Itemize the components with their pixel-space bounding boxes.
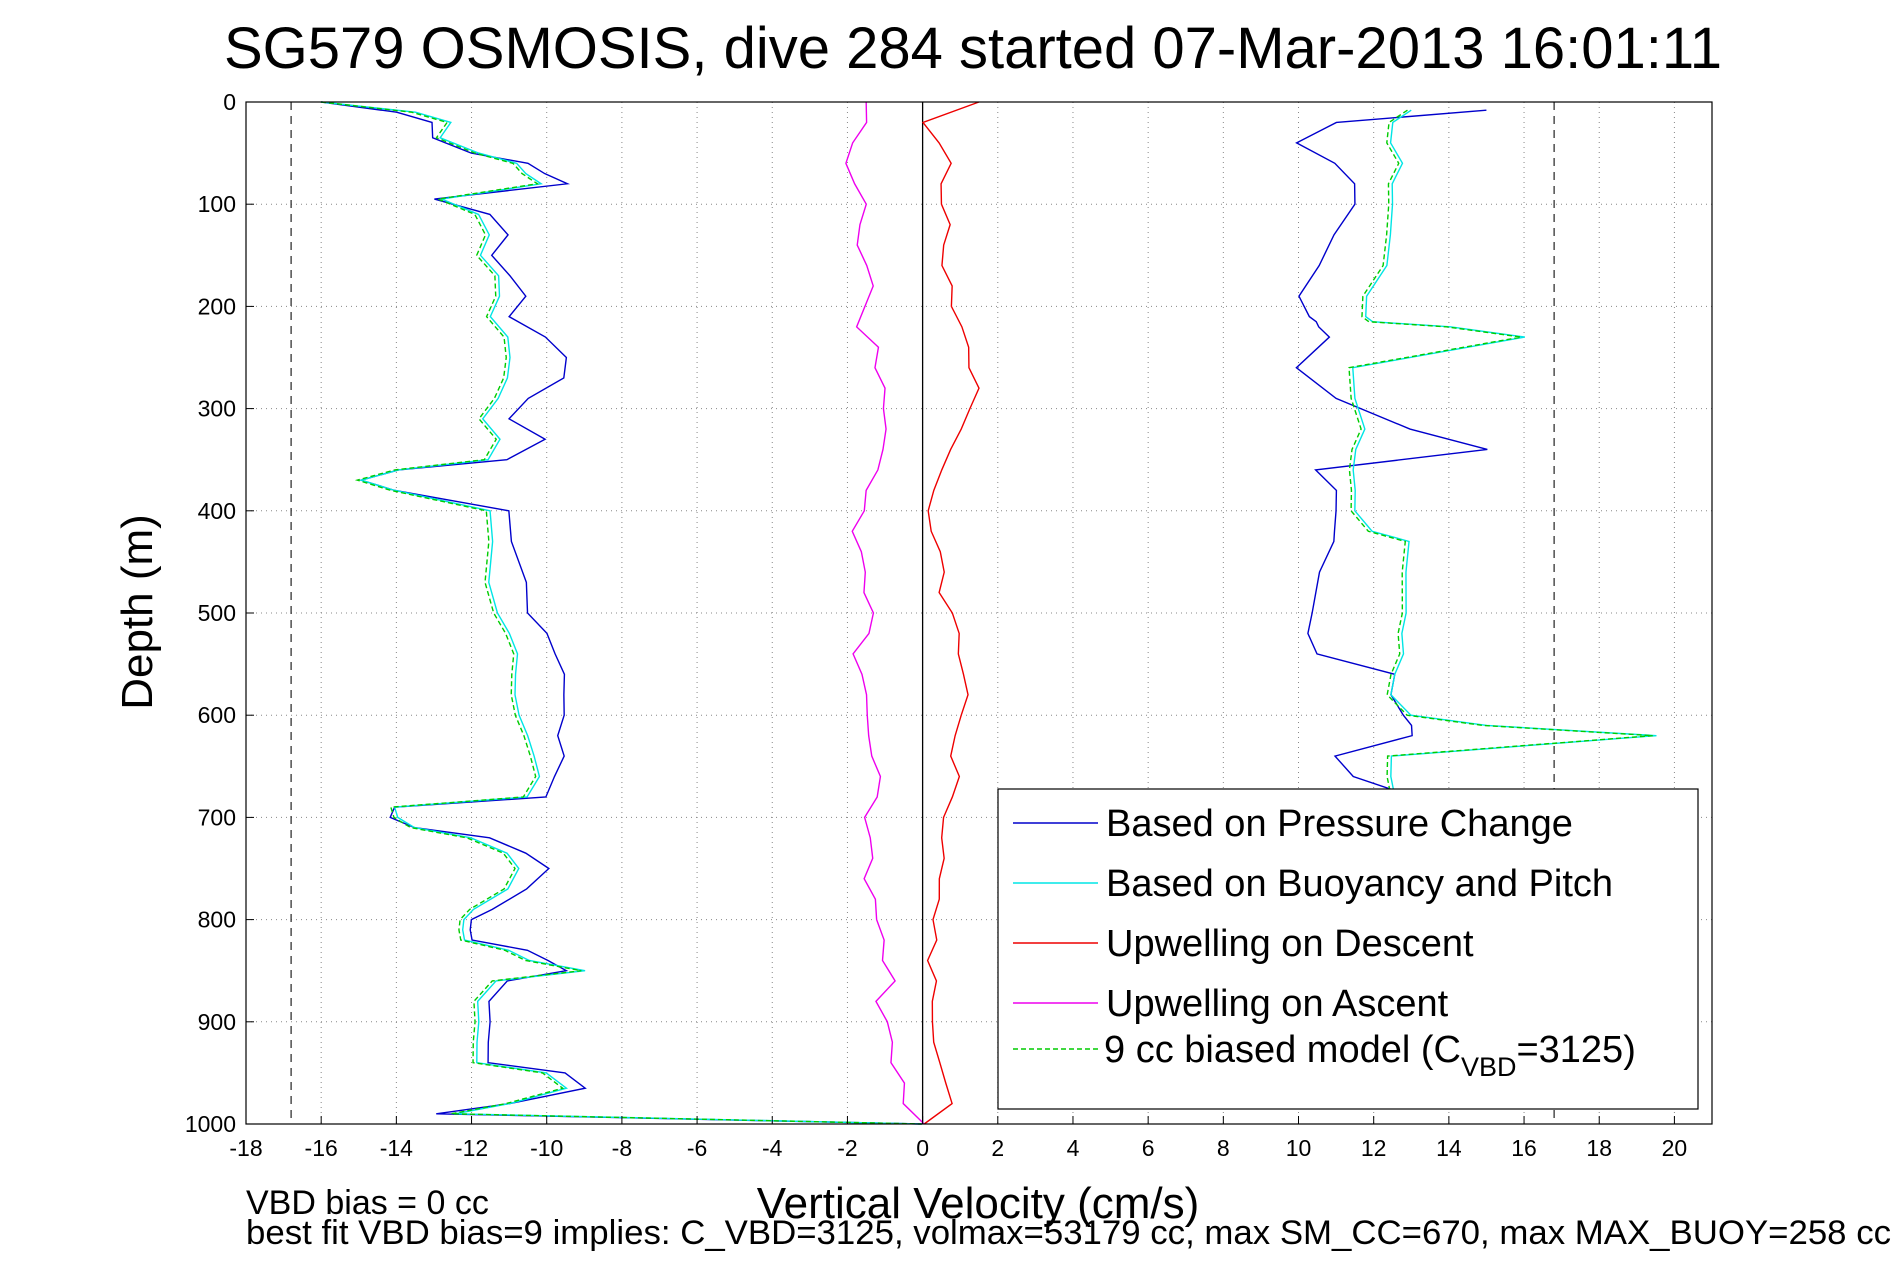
- series-group: [321, 101, 1657, 1125]
- x-tick-label: 2: [991, 1135, 1004, 1161]
- y-tick-label: 200: [198, 293, 236, 319]
- legend-label-2: Upwelling on Descent: [1106, 923, 1474, 965]
- x-tick-label: 4: [1067, 1135, 1080, 1161]
- legend-label-4: 9 cc biased model (CVBD=3125): [1104, 1029, 1636, 1082]
- y-tick-label: 1000: [185, 1111, 236, 1137]
- y-tick-label: 400: [198, 498, 236, 524]
- y-tick-label: 100: [198, 191, 236, 217]
- y-tick-label: 0: [223, 89, 236, 115]
- footnote-vbd-bias: VBD bias = 0 cc: [246, 1184, 489, 1222]
- x-tick-label: -14: [380, 1135, 413, 1161]
- y-axis-ticks: 0 100 200 300 400 500 600 700 800 900 1000: [185, 89, 254, 1137]
- x-tick-label: 20: [1662, 1135, 1688, 1161]
- y-tick-label: 300: [198, 396, 236, 422]
- x-tick-label: -6: [687, 1135, 707, 1161]
- x-tick-label: -18: [229, 1135, 262, 1161]
- x-tick-label: 6: [1142, 1135, 1155, 1161]
- x-tick-label: 8: [1217, 1135, 1230, 1161]
- x-tick-label: -2: [837, 1135, 857, 1161]
- x-tick-label: -10: [530, 1135, 563, 1161]
- legend-box: [997, 788, 1699, 1110]
- y-tick-label: 800: [198, 907, 236, 933]
- x-tick-label: 12: [1361, 1135, 1387, 1161]
- x-tick-label: 14: [1436, 1135, 1462, 1161]
- series-3-line: [845, 101, 925, 1125]
- series-0-ascent-line: [1295, 109, 1524, 859]
- series-0-descent-line: [321, 101, 922, 1125]
- y-tick-label: 600: [198, 702, 236, 728]
- x-axis-label: Vertical Velocity (cm/s): [757, 1179, 1200, 1228]
- grid: [245, 101, 1712, 1125]
- legend-label-1: Based on Buoyancy and Pitch: [1106, 863, 1613, 905]
- reference-lines: [290, 102, 1555, 1124]
- y-tick-label: 700: [198, 804, 236, 830]
- x-tick-label: 18: [1586, 1135, 1612, 1161]
- series-4-ascent-line: [1348, 109, 1653, 859]
- x-tick-label: -4: [762, 1135, 783, 1161]
- y-axis-label: Depth (m): [113, 514, 162, 710]
- legend-label-3: Upwelling on Ascent: [1106, 983, 1449, 1025]
- x-tick-label: 16: [1511, 1135, 1537, 1161]
- x-tick-label: -16: [305, 1135, 338, 1161]
- series-2-line: [921, 101, 980, 1125]
- legend-label-0: Based on Pressure Change: [1106, 803, 1573, 845]
- x-tick-label: -12: [455, 1135, 488, 1161]
- legend: Based on Pressure Change Based on Buoyanc…: [997, 788, 1699, 1110]
- chart-title: SG579 OSMOSIS, dive 284 started 07-Mar-2…: [224, 16, 1722, 81]
- x-tick-label: 0: [916, 1135, 929, 1161]
- y-tick-label: 900: [198, 1009, 236, 1035]
- x-axis-ticks: -18 -16 -14 -12 -10 -8 -6 -4 -2 0 2 4 6 8 10 12 14 16 18 20: [229, 1116, 1687, 1161]
- x-tick-label: 10: [1286, 1135, 1312, 1161]
- y-tick-label: 500: [198, 600, 236, 626]
- series-4-descent-line: [321, 101, 922, 1125]
- footnote-best-fit: best fit VBD bias=9 implies: C_VBD=3125,…: [246, 1214, 1891, 1252]
- x-tick-label: -8: [612, 1135, 632, 1161]
